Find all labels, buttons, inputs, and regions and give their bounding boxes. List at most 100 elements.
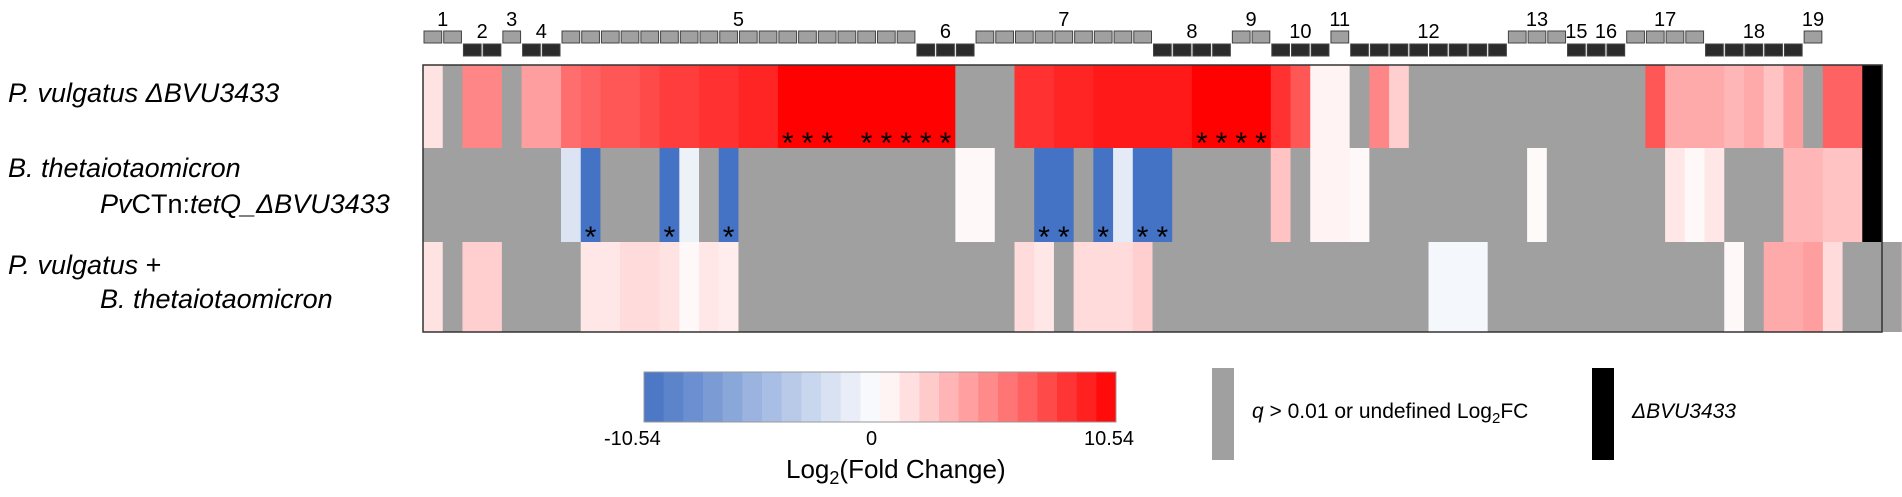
heatmap-cell xyxy=(856,65,878,148)
heatmap-cell xyxy=(1448,242,1469,332)
heatmap-cell xyxy=(1625,242,1647,332)
row-label-3: P. vulgatus + xyxy=(8,249,161,281)
gene-cluster-label: 10 xyxy=(1289,21,1311,43)
heatmap-cell xyxy=(1113,242,1134,332)
colorbar-step xyxy=(899,372,920,422)
heatmap-cell xyxy=(1113,148,1134,242)
row-label-2-line2c: tetQ_ΔBVU3433 xyxy=(190,189,390,219)
gene-cluster-label: 3 xyxy=(506,9,517,31)
heatmap-cell xyxy=(1310,148,1331,242)
gene-cluster-label: 17 xyxy=(1654,9,1676,31)
heatmap-cell xyxy=(856,148,878,242)
heatmap-cell xyxy=(1704,148,1725,242)
gene-block xyxy=(1803,30,1823,44)
heatmap-cell xyxy=(1803,242,1824,332)
heatmap-cell xyxy=(1803,148,1824,242)
heatmap-cell xyxy=(1882,242,1902,332)
gene-block xyxy=(679,30,699,44)
heatmap-cell xyxy=(797,148,818,242)
gene-block xyxy=(1330,30,1350,44)
heatmap-cell xyxy=(1586,65,1607,148)
heatmap-cell xyxy=(718,148,740,242)
gene-block xyxy=(482,43,502,57)
heatmap-cell xyxy=(561,148,582,242)
heatmap-cell xyxy=(975,65,996,148)
gene-block xyxy=(522,43,541,57)
heatmap-cell xyxy=(1487,65,1508,148)
heatmap-cell xyxy=(580,65,602,148)
gene-block xyxy=(1350,43,1369,57)
heatmap-cell xyxy=(679,65,700,148)
heatmap-cell xyxy=(896,148,917,242)
gene-block xyxy=(1705,43,1724,57)
heatmap-cell xyxy=(620,65,641,148)
heatmap-cell xyxy=(639,242,661,332)
heatmap-cell xyxy=(1034,148,1055,242)
heatmap-cell xyxy=(1665,242,1686,332)
gene-block xyxy=(1074,30,1093,44)
heatmap-cell xyxy=(1073,65,1094,148)
heatmap-cell xyxy=(1625,148,1647,242)
colorbar-step xyxy=(683,372,704,422)
gene-block xyxy=(916,43,936,57)
heatmap-cell xyxy=(935,148,956,242)
heatmap-cell xyxy=(955,242,976,332)
heatmap-cell xyxy=(1270,65,1292,148)
colorbar-step xyxy=(958,372,979,422)
heatmap-cell xyxy=(876,65,897,148)
heatmap-cell xyxy=(777,65,799,148)
heatmap-cell xyxy=(1566,242,1587,332)
row-label-3-line1: P. vulgatus xyxy=(8,250,139,280)
gene-block xyxy=(1153,43,1172,57)
gene-cluster-label: 11 xyxy=(1329,9,1350,31)
gene-block xyxy=(1468,43,1488,57)
heatmap-cell xyxy=(1408,65,1430,148)
gene-cluster-label: 8 xyxy=(1186,21,1197,43)
gene-block xyxy=(640,30,660,44)
heatmap-cell xyxy=(1172,148,1193,242)
significance-star: * xyxy=(723,221,735,254)
heatmap-cell xyxy=(462,242,483,332)
gene-block xyxy=(1586,43,1606,57)
heatmap-cell xyxy=(1448,65,1469,148)
gene-cluster-label: 12 xyxy=(1417,21,1439,43)
significance-star: * xyxy=(802,127,814,160)
gene-cluster-label: 5 xyxy=(733,9,744,31)
heatmap-cell xyxy=(423,148,444,242)
gene-block xyxy=(443,30,462,44)
gene-cluster-label: 16 xyxy=(1595,21,1617,43)
heatmap-cell xyxy=(935,242,956,332)
heatmap-cell xyxy=(482,242,503,332)
heatmap-cell xyxy=(1862,65,1883,148)
colorbar-title-main: Log xyxy=(786,454,830,484)
gene-cluster-label: 4 xyxy=(536,21,547,43)
significance-star: * xyxy=(940,127,952,160)
heatmap-cell xyxy=(1132,65,1154,148)
gene-block xyxy=(1034,30,1054,44)
heatmap-cell xyxy=(501,148,523,242)
heatmap-cell xyxy=(777,242,799,332)
row-label-3-line2: B. thetaiotaomicron xyxy=(100,284,333,314)
heatmap-cell xyxy=(1270,148,1292,242)
heatmap-cell xyxy=(1546,148,1568,242)
heatmap-cell xyxy=(1645,148,1666,242)
gene-cluster-label: 1 xyxy=(437,9,448,31)
colorbar-step xyxy=(762,372,783,422)
heatmap-cell xyxy=(1586,148,1607,242)
heatmap-cell xyxy=(1783,242,1804,332)
heatmap-cell xyxy=(1231,65,1252,148)
significance-star: * xyxy=(821,127,833,160)
heatmap-cell xyxy=(600,148,621,242)
heatmap-cell xyxy=(817,65,838,148)
significance-star: * xyxy=(920,127,932,160)
gene-block xyxy=(1291,43,1310,57)
significance-star: * xyxy=(1097,221,1109,254)
heatmap-cell xyxy=(837,65,858,148)
heatmap-cell xyxy=(1152,65,1173,148)
heatmap-cell xyxy=(1507,148,1528,242)
colorbar-step xyxy=(801,372,822,422)
heatmap-cell xyxy=(955,65,976,148)
heatmap-cell xyxy=(1645,242,1666,332)
gene-block xyxy=(1527,30,1547,44)
colorbar-mid-label: 0 xyxy=(866,428,878,450)
